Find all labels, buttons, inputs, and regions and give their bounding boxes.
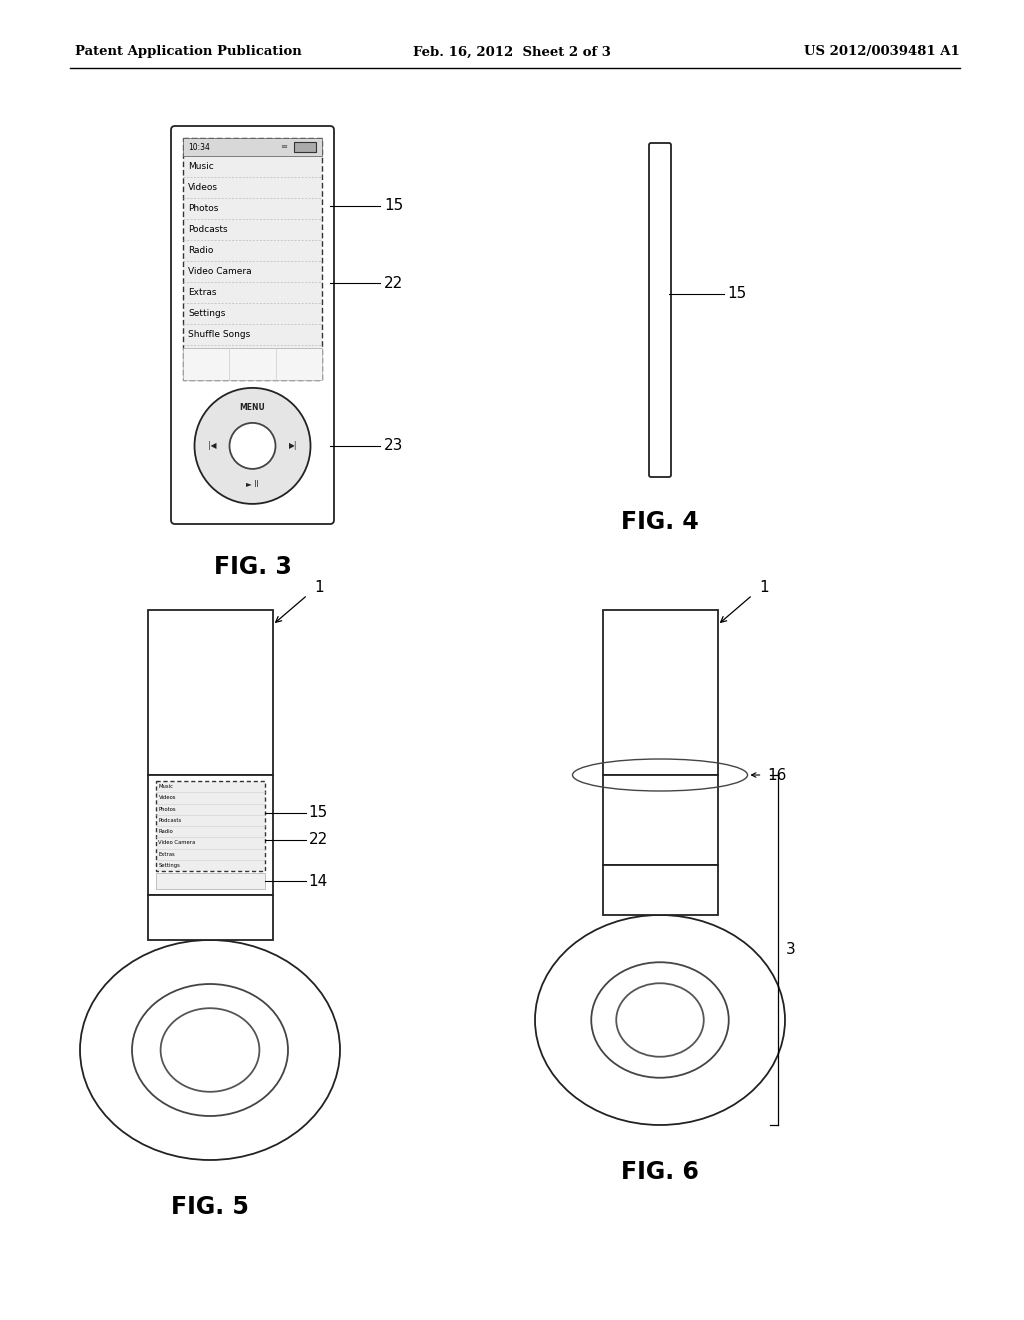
Text: 22: 22 <box>308 832 328 847</box>
Text: Videos: Videos <box>159 796 176 800</box>
Text: Radio: Radio <box>159 829 173 834</box>
Bar <box>147 775 272 895</box>
Text: ▶|: ▶| <box>289 441 297 450</box>
Text: Photos: Photos <box>159 807 176 812</box>
Bar <box>183 139 322 380</box>
Text: 15: 15 <box>727 286 746 301</box>
Ellipse shape <box>535 915 785 1125</box>
Circle shape <box>195 388 310 504</box>
Text: 14: 14 <box>308 874 328 888</box>
Bar <box>602 610 718 775</box>
Text: Podcasts: Podcasts <box>188 224 227 234</box>
Ellipse shape <box>616 983 703 1057</box>
Bar <box>156 781 264 871</box>
Text: Music: Music <box>188 162 214 172</box>
Text: 3: 3 <box>785 942 796 957</box>
Bar <box>294 143 316 152</box>
Circle shape <box>229 422 275 469</box>
Text: Radio: Radio <box>188 246 213 255</box>
Text: Shuffle Songs: Shuffle Songs <box>188 330 250 339</box>
Ellipse shape <box>591 962 729 1077</box>
Text: ≡: ≡ <box>280 143 287 152</box>
Text: 22: 22 <box>384 276 403 290</box>
Bar <box>602 865 718 915</box>
Text: Photos: Photos <box>188 205 218 213</box>
Text: US 2012/0039481 A1: US 2012/0039481 A1 <box>804 45 961 58</box>
Text: 16: 16 <box>768 767 786 783</box>
Text: Podcasts: Podcasts <box>159 818 181 822</box>
Ellipse shape <box>161 1008 259 1092</box>
Text: FIG. 3: FIG. 3 <box>214 554 292 579</box>
Text: FIG. 4: FIG. 4 <box>622 510 698 535</box>
Text: FIG. 6: FIG. 6 <box>622 1160 699 1184</box>
Bar <box>183 139 322 156</box>
Ellipse shape <box>132 983 288 1115</box>
Bar <box>147 895 272 940</box>
Text: Music: Music <box>159 784 173 789</box>
Text: ► II: ► II <box>246 480 259 490</box>
Text: Settings: Settings <box>188 309 225 318</box>
Bar <box>156 873 264 888</box>
Bar <box>602 775 718 865</box>
FancyBboxPatch shape <box>171 125 334 524</box>
Text: 15: 15 <box>308 805 328 820</box>
Text: 15: 15 <box>384 198 403 214</box>
Text: 10:34: 10:34 <box>188 143 210 152</box>
FancyBboxPatch shape <box>649 143 671 477</box>
Text: Settings: Settings <box>159 863 180 867</box>
Text: 1: 1 <box>760 579 769 594</box>
Text: FIG. 5: FIG. 5 <box>171 1195 249 1218</box>
Text: 1: 1 <box>314 579 325 594</box>
Text: Extras: Extras <box>159 851 175 857</box>
Text: |◀: |◀ <box>208 441 216 450</box>
Bar <box>147 610 272 775</box>
Text: Patent Application Publication: Patent Application Publication <box>75 45 302 58</box>
Text: Extras: Extras <box>188 288 216 297</box>
Bar <box>183 347 322 380</box>
Text: Feb. 16, 2012  Sheet 2 of 3: Feb. 16, 2012 Sheet 2 of 3 <box>413 45 611 58</box>
Ellipse shape <box>80 940 340 1160</box>
Text: 23: 23 <box>384 438 403 453</box>
Text: Video Camera: Video Camera <box>159 841 196 845</box>
Text: Videos: Videos <box>188 183 218 191</box>
Text: Video Camera: Video Camera <box>188 267 252 276</box>
Text: MENU: MENU <box>240 403 265 412</box>
